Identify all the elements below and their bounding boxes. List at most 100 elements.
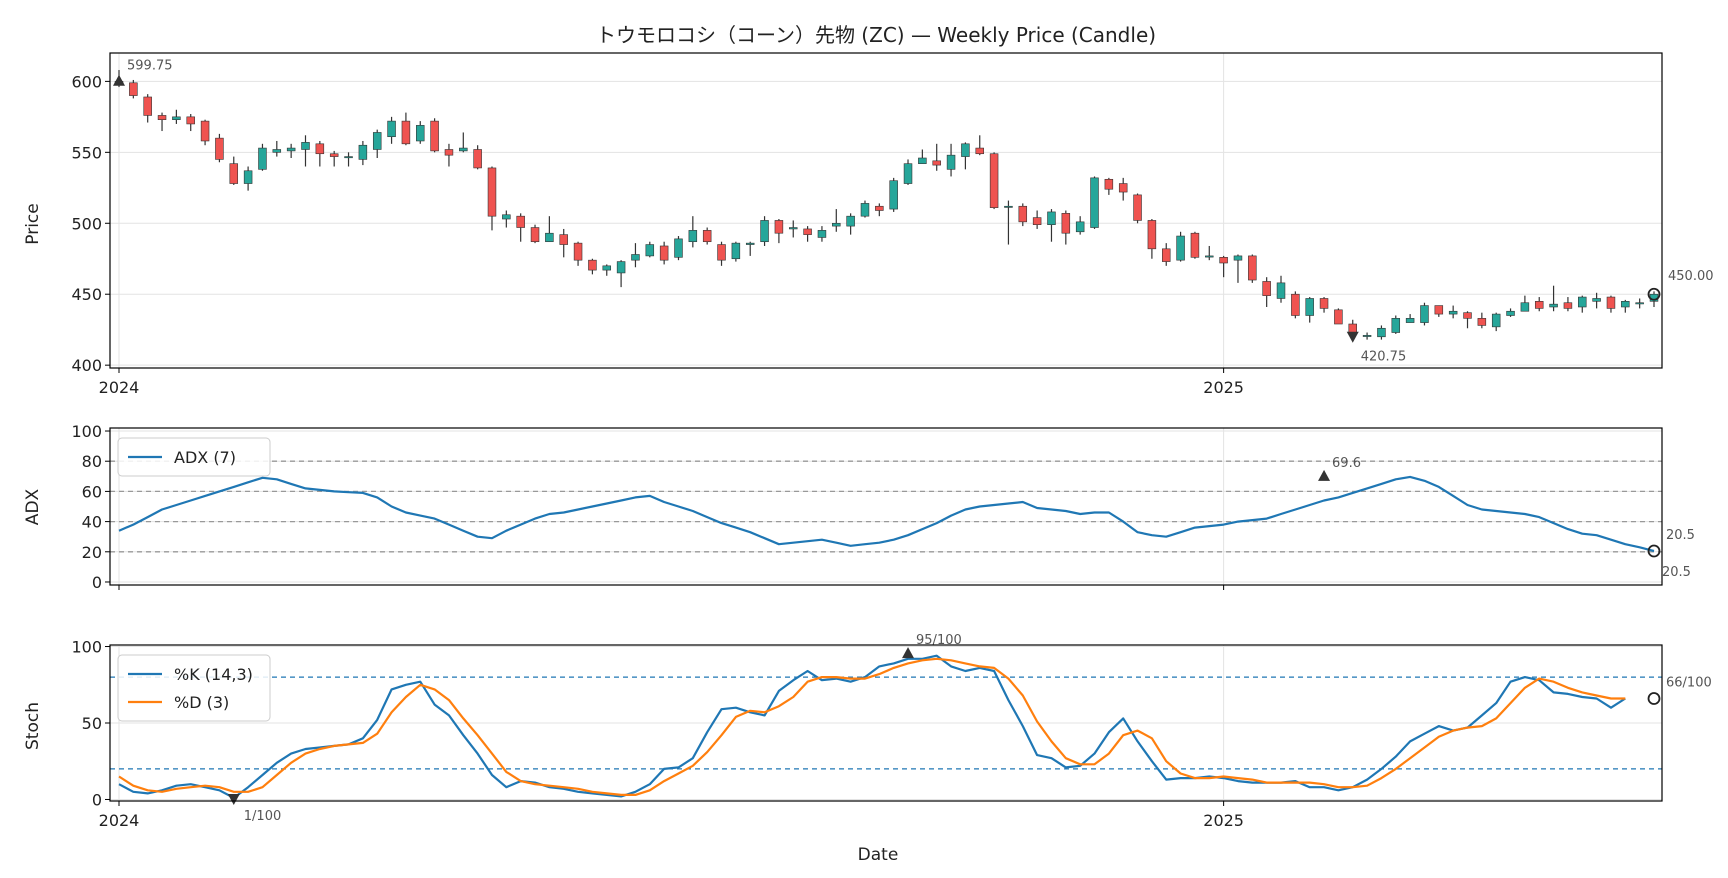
candle-body [1448,310,1458,315]
marker-circle [1647,544,1661,558]
candle-body [1506,310,1515,316]
candle-body [1104,178,1114,190]
candle-body [301,142,310,150]
adx-legend: ADX (7) [117,437,271,477]
candle-body [674,238,683,258]
candle-body [1434,305,1444,315]
y-tick-label: 40 [82,513,102,532]
candle-body [1578,296,1587,308]
candle-body [344,156,353,159]
candle-body [157,115,167,120]
chart-title: トウモロコシ（コーン）先物 (ZC) — Weekly Price (Candl… [596,23,1156,47]
candle-body [717,244,726,261]
x-tick-label: 2025 [1203,811,1244,830]
candle-body [1563,302,1573,309]
adx-y-ticks: 0 20 40 60 80 100 [71,422,110,592]
candle-body [545,232,554,243]
candle-body [315,143,325,155]
price-x-ticks: 2024 2025 [99,368,1244,397]
annotation-label: 66/100 [1666,676,1712,691]
stoch-series [118,654,1626,800]
candle-body [444,149,454,156]
marker-triangle-down [1346,331,1359,343]
adx-series [118,475,1655,553]
candle-body [401,120,411,145]
candle-body [416,125,425,142]
candle-body [487,167,497,217]
candle-body [473,149,482,169]
candle-body [1075,221,1085,233]
marker-triangle-up [113,74,125,86]
candle-body [731,242,741,260]
candle-body [616,261,626,274]
adx-annotations: 69.6 20.5 20.5 [1318,456,1695,580]
adx-axes-frame [109,427,1663,586]
candle-body [946,154,956,170]
candle-body [1190,232,1200,258]
candle-body [1291,293,1300,316]
candle-body [1133,194,1142,221]
candle-body [1635,302,1644,305]
candle-body [688,230,698,243]
candle-body [659,245,669,261]
candle-body [530,227,540,243]
price-gridlines [110,53,1662,368]
candle-body [573,242,583,261]
y-tick-label: 100 [71,422,102,441]
candle-body [1491,313,1501,328]
candle-body [903,163,913,184]
candle-body [258,147,267,170]
series-line [118,657,1626,797]
candle-body [387,120,396,138]
adx-y-axis-label: ADX [23,488,43,525]
candle-body [1047,211,1056,225]
x-tick-label: 2024 [99,811,140,830]
y-tick-label: 20 [82,543,102,562]
candle-body [846,215,855,227]
candle-body [1549,303,1558,308]
annotation-label: 69.6 [1332,456,1361,471]
legend-box [117,654,271,722]
candle-body [358,144,368,160]
candle-body [588,259,597,271]
candle-body [459,147,468,152]
y-tick-label: 100 [71,638,102,657]
candle-body [1147,220,1157,250]
candle-body [1118,183,1128,193]
candle-body [1463,312,1472,319]
price-y-ticks: 400 450 500 550 600 [71,72,110,375]
annotation-label: 450.00 [1668,269,1714,284]
stoch-x-ticks: 2024 2025 [99,801,1244,830]
candle-body [1090,177,1099,228]
stoch-y-ticks: 0 50 100 [71,638,110,809]
marker-triangle-up [902,647,915,659]
candle-body [774,220,784,234]
marker-circle [1647,287,1661,301]
candle-body [889,180,898,210]
candle-body [875,205,884,211]
candle-body [200,120,210,142]
candle-body [803,228,812,235]
legend-label: %D (3) [174,693,229,712]
candle-body [143,96,152,116]
adx-gridlines [110,428,1662,585]
y-tick-label: 450 [71,285,102,304]
candle-body [1520,302,1530,312]
annotation-label: 420.75 [1361,350,1407,365]
candle-body [1362,335,1372,337]
candle-body [502,214,511,220]
candle-body [932,160,941,166]
candle-body [1032,217,1042,225]
candle-body [1018,205,1028,223]
candle-body [1592,298,1601,302]
legend-label: %K (14,3) [174,665,253,684]
candle-body [918,157,927,164]
marker-circle [1647,692,1661,705]
candle-body [559,234,568,245]
candle-body [1248,255,1257,281]
stoch-panel: 1/100 95/100 66/100 0 50 100 2024 2025 %K (14… [23,633,1712,865]
candle-body [1205,255,1214,258]
y-tick-label: 0 [92,790,102,809]
